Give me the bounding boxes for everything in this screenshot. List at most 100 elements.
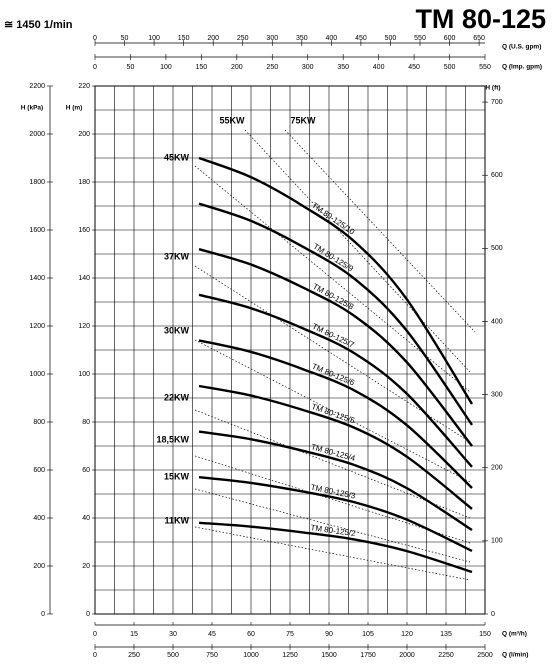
axis-tick-label: 100 xyxy=(160,64,172,71)
axis-tick-label: 1000 xyxy=(29,371,45,378)
axis-tick-label: 600 xyxy=(444,35,456,42)
x-tick-label: 75 xyxy=(286,631,294,638)
curve-label: TM 80-125/8 xyxy=(311,282,356,312)
power-line xyxy=(194,526,471,581)
x-tick-label: 0 xyxy=(93,631,97,638)
y-tick-label: 40 xyxy=(82,515,90,522)
axis-tick-label: 250 xyxy=(237,35,249,42)
axis-tick-label: 400 xyxy=(491,318,503,325)
axis-tick-label: 0 xyxy=(93,652,97,659)
y-tick-label: 100 xyxy=(78,371,90,378)
axis-title: Q (Imp. gpm) xyxy=(502,64,542,71)
y-tick-label: 200 xyxy=(78,131,90,138)
x-tick-label: 15 xyxy=(130,631,138,638)
axis-tick-label: 450 xyxy=(355,35,367,42)
axis-tick-label: 500 xyxy=(167,652,179,659)
power-label: 11KW xyxy=(164,515,189,525)
axis-tick-label: 400 xyxy=(326,35,338,42)
axis-tick-label: 550 xyxy=(414,35,426,42)
y-tick-label: 160 xyxy=(78,227,90,234)
axis-tick-label: 200 xyxy=(33,563,45,570)
axis-tick-label: 250 xyxy=(266,64,278,71)
axis-tick-label: 700 xyxy=(491,99,503,106)
pump-curve xyxy=(198,430,473,532)
axis-tick-label: 150 xyxy=(178,35,190,42)
x-tick-label: 135 xyxy=(440,631,452,638)
axis-tick-label: 350 xyxy=(296,35,308,42)
axis-tick-label: 1250 xyxy=(282,652,298,659)
axis-tick-label: 2500 xyxy=(477,652,493,659)
chart-title: TM 80-125 xyxy=(415,4,546,34)
y-tick-label: 140 xyxy=(78,275,90,282)
power-label: 55KW xyxy=(219,115,245,125)
axis-tick-label: 0 xyxy=(93,64,97,71)
axis-tick-label: 200 xyxy=(207,35,219,42)
power-line xyxy=(194,165,471,393)
axis-tick-label: 250 xyxy=(128,652,140,659)
y-tick-label: 0 xyxy=(86,611,90,618)
y-tick-label: 20 xyxy=(82,563,90,570)
power-label: 30KW xyxy=(164,325,190,335)
axis-tick-label: 1800 xyxy=(29,179,45,186)
axis-tick-label: 0 xyxy=(491,611,495,618)
axis-tick-label: 1600 xyxy=(29,227,45,234)
y-tick-label: 80 xyxy=(82,419,90,426)
x-tick-label: 45 xyxy=(208,631,216,638)
axis-tick-label: 200 xyxy=(491,465,503,472)
axis-tick-label: 150 xyxy=(196,64,208,71)
axis-tick-label: 1400 xyxy=(29,275,45,282)
axis-tick-label: 300 xyxy=(491,391,503,398)
axis-tick-label: 2200 xyxy=(29,83,45,90)
axis-tick-label: 100 xyxy=(148,35,160,42)
x-axis-title: Q (m³/h) xyxy=(502,631,527,638)
x-tick-label: 120 xyxy=(401,631,413,638)
power-label: 37KW xyxy=(164,251,190,261)
axis-tick-label: 400 xyxy=(33,515,45,522)
axis-tick-label: 50 xyxy=(121,35,129,42)
power-label: 22KW xyxy=(164,392,190,402)
axis-tick-label: 450 xyxy=(408,64,420,71)
y-tick-label: 120 xyxy=(78,323,90,330)
axis-tick-label: 1200 xyxy=(29,323,45,330)
x-tick-label: 150 xyxy=(479,631,491,638)
x-tick-label: 90 xyxy=(325,631,333,638)
pump-curve xyxy=(198,293,473,468)
power-label: 45KW xyxy=(164,152,190,162)
axis-tick-label: 550 xyxy=(479,64,491,71)
axis-tick-label: 2000 xyxy=(29,131,45,138)
curve-label: TM 80-125/4 xyxy=(310,442,357,463)
axis-tick-label: 500 xyxy=(444,64,456,71)
power-label: 15KW xyxy=(164,471,190,481)
pump-curve xyxy=(198,202,473,426)
power-line xyxy=(194,339,471,483)
speed-label: ≅ 1450 1/min xyxy=(4,19,73,31)
pump-curve xyxy=(198,521,473,574)
x-tick-label: 30 xyxy=(169,631,177,638)
axis-tick-label: 2250 xyxy=(438,652,454,659)
axis-tick-label: 300 xyxy=(266,35,278,42)
axis-tick-label: 750 xyxy=(206,652,218,659)
axis-tick-label: 2000 xyxy=(399,652,415,659)
power-line xyxy=(284,129,476,333)
axis-tick-label: 500 xyxy=(491,245,503,252)
x-tick-label: 60 xyxy=(247,631,255,638)
power-label: 75KW xyxy=(290,115,316,125)
axis-tick-label: 300 xyxy=(302,64,314,71)
power-line xyxy=(244,129,471,373)
pump-curve xyxy=(198,248,473,447)
axis-tick-label: 400 xyxy=(373,64,385,71)
pump-curve xyxy=(198,384,473,510)
axis-tick-label: 0 xyxy=(93,35,97,42)
axis-title: Q (U.S. gpm) xyxy=(502,44,541,51)
axis-title: Q (l/min) xyxy=(502,652,528,659)
pump-curve xyxy=(198,476,473,552)
axis-tick-label: 350 xyxy=(337,64,349,71)
axis-tick-label: 200 xyxy=(231,64,243,71)
axis-title: H (kPa) xyxy=(21,105,43,112)
y-tick-label: 180 xyxy=(78,179,90,186)
axis-tick-label: 0 xyxy=(41,611,45,618)
y-axis-title: H (m) xyxy=(66,105,83,112)
x-tick-label: 105 xyxy=(362,631,374,638)
axis-tick-label: 600 xyxy=(491,172,503,179)
